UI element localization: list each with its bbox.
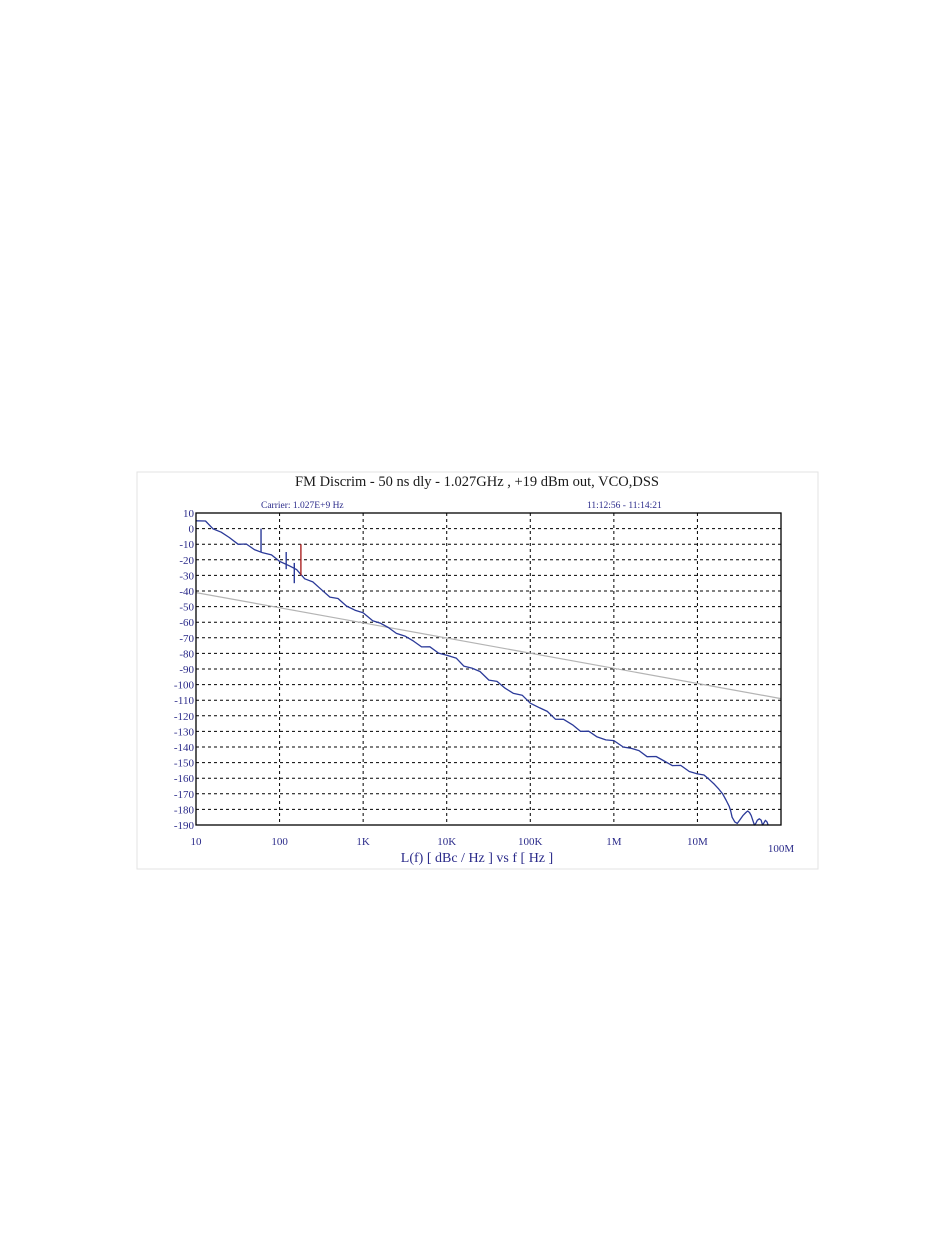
y-tick-label: -160 xyxy=(174,773,195,785)
y-tick-label: -90 xyxy=(179,664,194,676)
x-axis-label: L(f) [ dBc / Hz ] vs f [ Hz ] xyxy=(401,851,553,866)
y-tick-label: -10 xyxy=(179,539,194,551)
measured-trace-path xyxy=(195,520,769,826)
y-tick-label: -100 xyxy=(174,680,195,692)
y-tick-label: -40 xyxy=(179,586,194,598)
y-tick-label: -140 xyxy=(174,742,195,754)
x-tick-label: 10K xyxy=(437,836,456,848)
x-axis-ticks: 10 100 1K 10K 100K 1M 10M 100M xyxy=(191,836,795,855)
plot-frame xyxy=(195,512,782,826)
carrier-label: Carrier: 1.027E+9 Hz xyxy=(261,501,344,511)
y-tick-label: -150 xyxy=(174,758,195,770)
y-axis-ticks: 10 0 -10 -20 -30 -40 -50 -60 -70 -80 -90 -100 -110 -1… xyxy=(174,508,195,832)
y-tick-label: -60 xyxy=(179,617,194,629)
y-tick-label: -190 xyxy=(174,820,195,832)
x-tick-label: 10M xyxy=(687,836,708,848)
chart-title: FM Discrim - 50 ns dly - 1.027GHz , +19 … xyxy=(295,474,659,490)
y-tick-label: 0 xyxy=(189,524,195,536)
x-tick-label: 10 xyxy=(191,836,203,848)
time-label: 11:12:56 - 11:14:21 xyxy=(587,501,662,511)
grid xyxy=(196,513,781,825)
noise-floor-path xyxy=(195,592,782,700)
y-tick-label: -30 xyxy=(179,570,194,582)
y-tick-label: -50 xyxy=(179,602,194,614)
y-tick-label: 10 xyxy=(183,508,195,520)
phase-noise-trace xyxy=(195,520,769,826)
noise-floor-line xyxy=(195,592,782,700)
x-tick-label: 1K xyxy=(356,836,370,848)
y-tick-label: -170 xyxy=(174,789,195,801)
x-tick-label: 100 xyxy=(271,836,288,848)
x-tick-label: 1M xyxy=(606,836,622,848)
y-tick-label: -70 xyxy=(179,633,194,645)
y-tick-label: -20 xyxy=(179,555,194,567)
y-tick-label: -110 xyxy=(174,695,194,707)
y-tick-label: -180 xyxy=(174,804,195,816)
x-tick-label: 100K xyxy=(518,836,543,848)
y-tick-label: -120 xyxy=(174,711,195,723)
spurs xyxy=(260,528,302,584)
y-tick-label: -130 xyxy=(174,726,195,738)
x-tick-label: 100M xyxy=(768,843,795,855)
y-tick-label: -80 xyxy=(179,648,194,660)
